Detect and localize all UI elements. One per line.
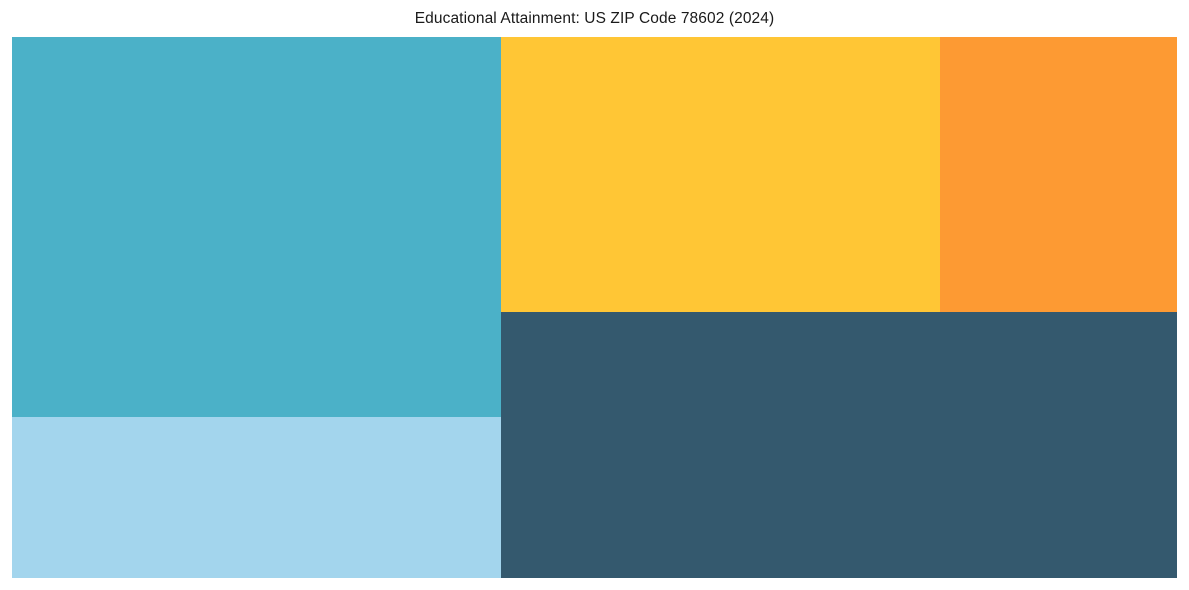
treemap-tile-high-school-graduate[interactable]: High school graduate 28.8 bbox=[12, 37, 501, 417]
chart-title: Educational Attainment: US ZIP Code 7860… bbox=[414, 10, 775, 27]
treemap-tile-less-than-high-school[interactable]: Less than high school 12.2 bbox=[12, 417, 501, 578]
treemap-tile-bachelors-degree[interactable]: Bachelor's degree 10.1 bbox=[940, 37, 1177, 312]
treemap-plot-area: High school graduate 28.8 Some college o… bbox=[12, 37, 1177, 578]
treemap-tile-graduate-or-professional-degree[interactable]: Graduate or professional degree 27.8 bbox=[501, 312, 1177, 578]
treemap-tile-some-college-or-associates[interactable]: Some college or associate's 18.7 bbox=[501, 37, 940, 312]
